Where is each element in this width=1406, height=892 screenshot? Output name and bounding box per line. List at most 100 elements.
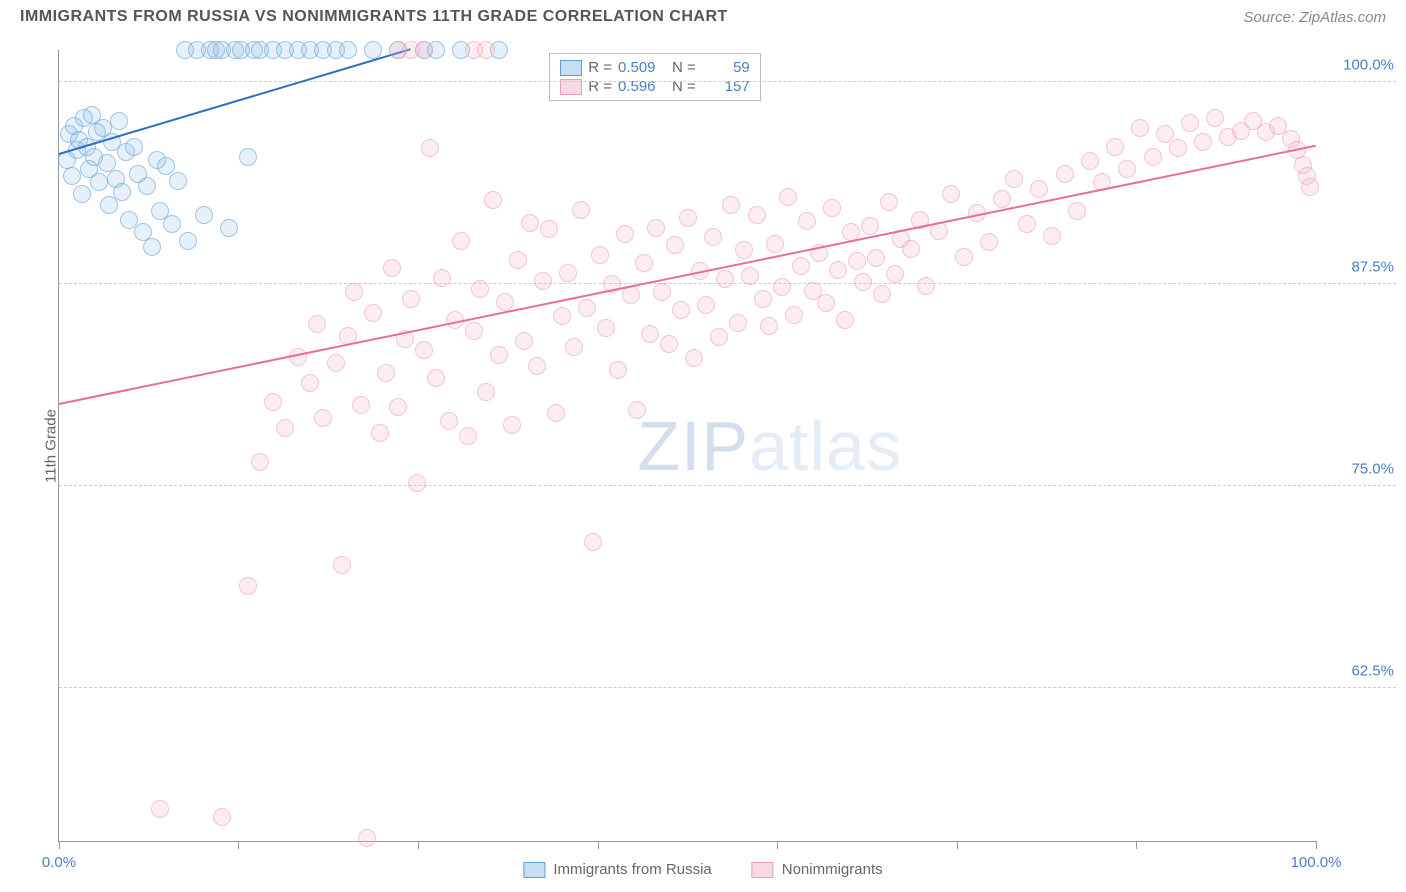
data-point (251, 453, 269, 471)
stats-legend: R = 0.509 N = 59 R = 0.596 N = 157 (549, 53, 761, 101)
data-point (314, 409, 332, 427)
data-point (496, 293, 514, 311)
data-point (276, 419, 294, 437)
data-point (635, 254, 653, 272)
x-tick-label: 0.0% (42, 854, 76, 871)
data-point (622, 286, 640, 304)
n-value-blue: 59 (702, 59, 750, 76)
bottom-legend: Immigrants from Russia Nonimmigrants (523, 861, 882, 878)
data-point (704, 228, 722, 246)
data-point (264, 393, 282, 411)
data-point (666, 236, 684, 254)
data-point (1056, 165, 1074, 183)
x-tick (238, 841, 239, 849)
legend-item-blue: Immigrants from Russia (523, 861, 711, 878)
data-point (179, 232, 197, 250)
data-point (660, 335, 678, 353)
data-point (886, 265, 904, 283)
data-point (547, 404, 565, 422)
y-tick-label: 62.5% (1351, 662, 1394, 679)
data-point (917, 277, 935, 295)
data-point (169, 172, 187, 190)
data-point (477, 41, 495, 59)
data-point (345, 283, 363, 301)
data-point (327, 354, 345, 372)
data-point (421, 139, 439, 157)
data-point (358, 829, 376, 847)
data-point (540, 220, 558, 238)
data-point (760, 317, 778, 335)
data-point (371, 424, 389, 442)
stats-row-pink: R = 0.596 N = 157 (560, 77, 750, 96)
data-point (773, 278, 791, 296)
data-point (534, 272, 552, 290)
data-point (477, 383, 495, 401)
x-tick (598, 841, 599, 849)
grid-line (59, 485, 1396, 486)
data-point (471, 280, 489, 298)
swatch-blue-icon (523, 862, 545, 878)
data-point (1043, 227, 1061, 245)
data-point (679, 209, 697, 227)
data-point (823, 199, 841, 217)
data-point (653, 283, 671, 301)
data-point (565, 338, 583, 356)
data-point (465, 322, 483, 340)
data-point (710, 328, 728, 346)
data-point (628, 401, 646, 419)
data-point (867, 249, 885, 267)
data-point (873, 285, 891, 303)
data-point (125, 138, 143, 156)
data-point (1206, 109, 1224, 127)
y-tick-label: 75.0% (1351, 460, 1394, 477)
x-tick (59, 841, 60, 849)
y-tick-label: 100.0% (1343, 57, 1394, 74)
chart-title: IMMIGRANTS FROM RUSSIA VS NONIMMIGRANTS … (20, 8, 728, 26)
legend-item-pink: Nonimmigrants (752, 861, 883, 878)
data-point (854, 273, 872, 291)
trend-line (59, 48, 412, 155)
data-point (902, 240, 920, 258)
data-point (672, 301, 690, 319)
data-point (861, 217, 879, 235)
data-point (1030, 180, 1048, 198)
data-point (113, 183, 131, 201)
data-point (1081, 152, 1099, 170)
r-value-blue: 0.509 (618, 59, 666, 76)
data-point (578, 299, 596, 317)
data-point (584, 533, 602, 551)
swatch-blue-icon (560, 60, 582, 76)
data-point (1005, 170, 1023, 188)
data-point (1169, 139, 1187, 157)
data-point (1301, 178, 1319, 196)
data-point (641, 325, 659, 343)
data-point (729, 314, 747, 332)
data-point (980, 233, 998, 251)
data-point (389, 398, 407, 416)
data-point (143, 238, 161, 256)
data-point (490, 346, 508, 364)
data-point (433, 269, 451, 287)
data-point (90, 173, 108, 191)
data-point (163, 215, 181, 233)
data-point (521, 214, 539, 232)
data-point (402, 290, 420, 308)
stats-row-blue: R = 0.509 N = 59 (560, 58, 750, 77)
data-point (1018, 215, 1036, 233)
watermark-atlas: atlas (749, 407, 902, 485)
data-point (73, 185, 91, 203)
watermark-zip: ZIP (637, 407, 749, 485)
x-tick (1316, 841, 1317, 849)
x-tick (1136, 841, 1137, 849)
x-tick-label: 100.0% (1291, 854, 1342, 871)
data-point (779, 188, 797, 206)
data-point (942, 185, 960, 203)
r-label: R = (588, 59, 612, 76)
data-point (848, 252, 866, 270)
data-point (1181, 114, 1199, 132)
data-point (597, 319, 615, 337)
data-point (1131, 119, 1149, 137)
data-point (220, 219, 238, 237)
data-point (333, 556, 351, 574)
data-point (741, 267, 759, 285)
